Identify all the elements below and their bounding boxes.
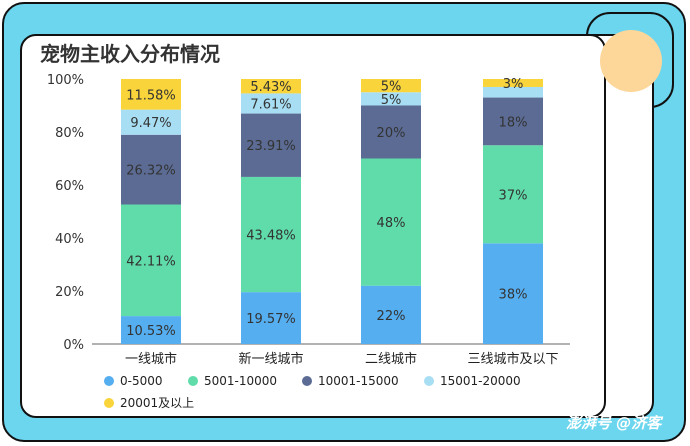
bar-data-label: 11.58% bbox=[126, 88, 176, 103]
legend-item: 0-5000 bbox=[104, 374, 163, 388]
bars bbox=[121, 78, 543, 344]
x-tick-label: 新一线城市 bbox=[238, 351, 303, 367]
bar-segment bbox=[483, 86, 543, 98]
legend-swatch bbox=[104, 397, 114, 408]
bar-data-label: 19.57% bbox=[246, 312, 296, 327]
bar-segment bbox=[361, 79, 421, 93]
x-tick-label: 二线城市 bbox=[365, 351, 417, 367]
legend-swatch bbox=[424, 376, 434, 386]
legend-swatch bbox=[302, 376, 312, 386]
y-tick-label: 0% bbox=[63, 338, 84, 353]
bar-data-label: 43.48% bbox=[246, 229, 296, 244]
y-tick-label: 20% bbox=[55, 285, 84, 300]
legend-item: 10001-15000 bbox=[302, 374, 399, 388]
x-tick-label: 三线城市及以下 bbox=[467, 351, 558, 367]
bar-data-label: 5.43% bbox=[250, 80, 291, 95]
bar-data-label: 5% bbox=[381, 93, 402, 108]
bar-segment bbox=[241, 176, 301, 293]
x-tick-label: 一线城市 bbox=[125, 351, 177, 367]
bar-segment bbox=[121, 109, 181, 135]
bar-data-label: 23.91% bbox=[246, 139, 296, 154]
bar-segment bbox=[483, 79, 543, 87]
watermark-text: 澎湃号 @济客 bbox=[566, 414, 662, 432]
card-join bbox=[583, 36, 591, 416]
legend-item: 15001-20000 bbox=[424, 374, 521, 388]
bar-data-label: 18% bbox=[499, 115, 528, 130]
bar-segment bbox=[241, 93, 301, 114]
bar-segment bbox=[483, 243, 543, 344]
bar-segment bbox=[121, 134, 181, 205]
legend-label: 20001及以上 bbox=[120, 396, 195, 410]
bar-data-label: 22% bbox=[377, 309, 406, 324]
bar-data-label: 9.47% bbox=[130, 116, 171, 131]
legend-label: 15001-20000 bbox=[440, 374, 521, 388]
bar-data-label: 5% bbox=[381, 80, 402, 95]
bar-segment bbox=[121, 204, 181, 317]
bar-segment bbox=[483, 145, 543, 244]
bar-data-label: 26.32% bbox=[126, 164, 176, 179]
bar-segment bbox=[361, 285, 421, 344]
bar-data-label: 20% bbox=[377, 126, 406, 141]
bar-segment bbox=[483, 97, 543, 146]
bar-segment bbox=[241, 292, 301, 344]
legend-item: 5001-10000 bbox=[188, 374, 277, 388]
bar-data-label: 3% bbox=[503, 77, 524, 92]
bar-segment bbox=[361, 105, 421, 159]
bar-segment bbox=[121, 316, 181, 344]
bar-segment bbox=[121, 78, 181, 110]
y-tick-label: 40% bbox=[55, 232, 84, 247]
y-tick-label: 60% bbox=[55, 179, 84, 194]
y-tick-label: 100% bbox=[47, 73, 84, 88]
bar-segment bbox=[241, 79, 301, 94]
legend-swatch bbox=[188, 376, 198, 386]
chart-title: 宠物主收入分布情况 bbox=[40, 42, 220, 66]
bar-segment bbox=[361, 92, 421, 106]
bar-data-label: 42.11% bbox=[126, 254, 176, 269]
data-labels: 10.53% 42.11% 26.32% 9.47% 11.58% 19.57% 43.48… bbox=[126, 77, 527, 339]
sun-decoration bbox=[600, 30, 662, 92]
legend-label: 0-5000 bbox=[120, 374, 163, 388]
y-tick-label: 80% bbox=[55, 126, 84, 141]
bar-data-label: 38% bbox=[499, 288, 528, 303]
bar-data-label: 10.53% bbox=[126, 324, 176, 339]
bar-segment bbox=[361, 158, 421, 286]
legend-item: 20001及以上 bbox=[104, 394, 194, 411]
bar-data-label: 37% bbox=[499, 188, 528, 203]
bar-data-label: 48% bbox=[377, 216, 406, 231]
legend-swatch bbox=[104, 376, 114, 386]
legend-label: 10001-15000 bbox=[318, 374, 399, 388]
bar-segment bbox=[241, 113, 301, 177]
legend-label: 5001-10000 bbox=[204, 374, 278, 388]
bar-data-label: 7.61% bbox=[250, 97, 291, 112]
